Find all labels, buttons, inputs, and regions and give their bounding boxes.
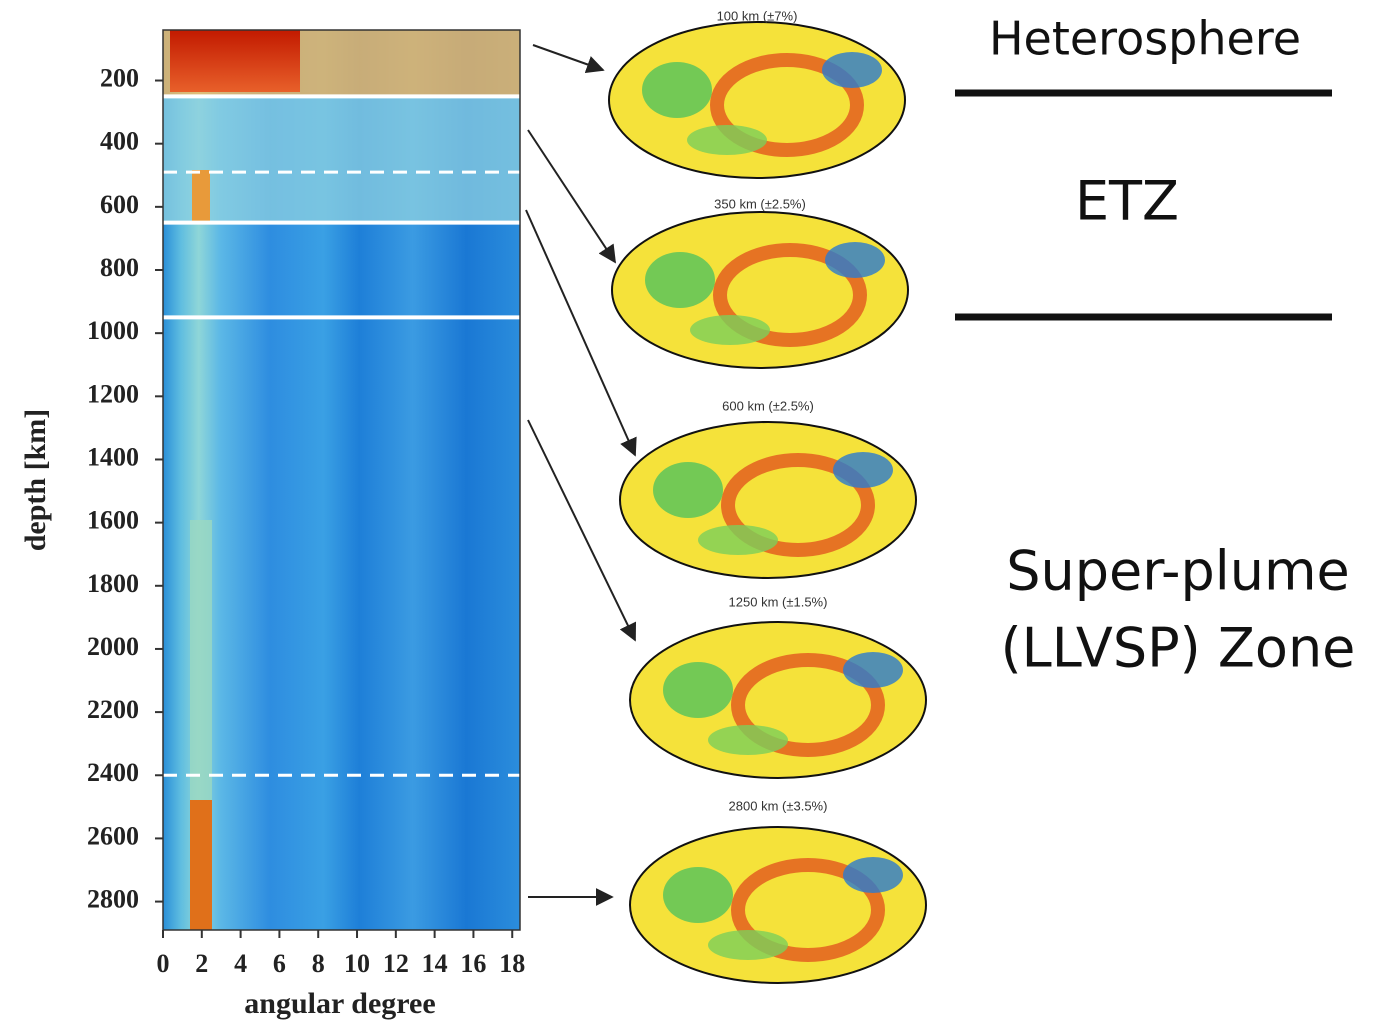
x-tick-label: 2 [195,949,208,978]
map [629,826,927,984]
arrow [527,419,637,642]
map-title: 100 km (±7%) [717,8,798,23]
x-tick-label: 12 [383,949,409,978]
map-outline [629,621,927,779]
map-anomaly [708,725,788,755]
map-anomaly [731,653,885,757]
y-tick-label: 1800 [87,569,139,598]
map-anomaly [642,62,712,118]
map-anomaly [690,315,770,345]
map-anomaly [653,462,723,518]
map-anomaly [663,662,733,718]
x-axis-label: angular degree [244,987,435,1020]
y-tick-label: 400 [100,127,139,156]
y-axis-label: depth [km] [19,409,52,552]
map-anomaly [843,652,903,688]
map-outline [608,21,906,179]
map-anomaly [833,452,893,488]
y-tick-label: 1000 [87,316,139,345]
map-title: 600 km (±2.5%) [722,398,814,413]
y-tick-label: 1200 [87,379,139,408]
map-anomaly [731,858,885,962]
map-outline [611,211,909,369]
heatmap [163,30,520,930]
x-tick-label: 6 [273,949,286,978]
map-anomaly [825,242,885,278]
map-anomaly [822,52,882,88]
map-anomaly [713,243,867,347]
y-tick-label: 200 [100,63,139,92]
x-tick-label: 8 [312,949,325,978]
zone-label: (LLVSP) Zone [1001,617,1356,680]
y-tick-label: 800 [100,253,139,282]
map-outline [629,826,927,984]
heatmap-field [190,800,212,930]
y-tick-label: 2600 [87,821,139,850]
arrow [532,44,605,74]
map-anomaly [843,857,903,893]
y-tick-label: 2200 [87,695,139,724]
heatmap-field [192,170,210,222]
zone-label: Super-plume [1006,540,1350,603]
map-anomaly [698,525,778,555]
x-tick-label: 16 [460,949,486,978]
x-tick-label: 18 [499,949,525,978]
x-tick-label: 0 [157,949,170,978]
map-title: 1250 km (±1.5%) [729,594,828,609]
y-tick-label: 600 [100,190,139,219]
map-anomaly [645,252,715,308]
map-anomaly [663,867,733,923]
x-tick-label: 14 [422,949,448,978]
arrow [527,129,616,264]
map-outline [619,421,917,579]
map-anomaly [710,53,864,157]
y-tick-label: 2000 [87,632,139,661]
heatmap-field [163,95,520,222]
x-tick-label: 10 [344,949,370,978]
map [608,21,906,179]
y-tick-label: 2400 [87,758,139,787]
map [611,211,909,369]
map [629,621,927,779]
map [619,421,917,579]
zone-label: ETZ [1075,170,1179,233]
y-tick-label: 2800 [87,885,139,914]
y-tick-label: 1400 [87,442,139,471]
x-tick-label: 4 [234,949,247,978]
map-title: 2800 km (±3.5%) [729,798,828,813]
heatmap-field [170,30,300,92]
map-anomaly [721,453,875,557]
map-anomaly [687,125,767,155]
zone-label: Heterosphere [989,12,1301,66]
map-title: 350 km (±2.5%) [714,196,806,211]
plot-frame [162,29,521,931]
arrow [525,209,637,457]
y-tick-label: 1600 [87,506,139,535]
map-anomaly [708,930,788,960]
